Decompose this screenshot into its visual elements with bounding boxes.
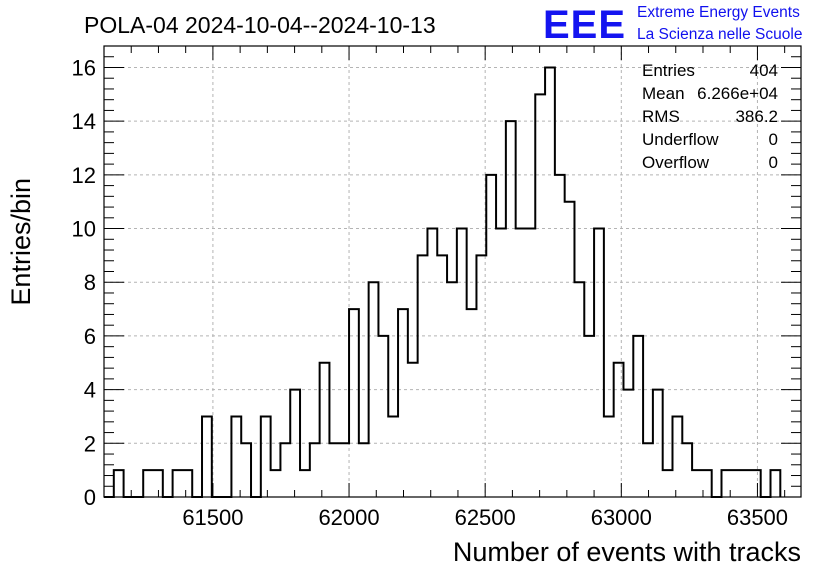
y-tick-label: 2 xyxy=(84,431,96,456)
x-axis-title: Number of events with tracks xyxy=(453,537,801,567)
stats-rms-label: RMS xyxy=(642,107,680,126)
y-tick-label: 12 xyxy=(72,163,96,188)
y-tick-label: 10 xyxy=(72,217,96,242)
stats-entries-label: Entries xyxy=(642,61,695,80)
logo-mark: EEE xyxy=(543,3,626,47)
histogram-line xyxy=(104,66,782,498)
stats-rms-value: 386.2 xyxy=(735,107,778,126)
stats-overflow-label: Overflow xyxy=(642,153,710,172)
stats-entries-value: 404 xyxy=(750,61,778,80)
stats-box: Entries 404 Mean 6.266e+04 RMS 386.2 Und… xyxy=(642,61,778,172)
stats-mean-value: 6.266e+04 xyxy=(697,84,778,103)
x-tick-label: 63000 xyxy=(591,505,652,530)
y-tick-label: 14 xyxy=(72,109,96,134)
logo-line-1: Extreme Energy Events xyxy=(637,4,800,21)
y-tick-label: 16 xyxy=(72,55,96,80)
x-tick-label: 63500 xyxy=(727,505,788,530)
eee-logo: EEE Extreme Energy Events La Scienza nel… xyxy=(543,3,802,47)
y-tick-label: 8 xyxy=(84,270,96,295)
y-tick-label: 0 xyxy=(84,485,96,510)
grid-lines xyxy=(104,46,801,497)
plot-frame xyxy=(103,45,802,498)
x-tick-label: 62500 xyxy=(455,505,516,530)
stats-overflow-value: 0 xyxy=(769,153,778,172)
stats-underflow-label: Underflow xyxy=(642,130,719,149)
stats-underflow-value: 0 xyxy=(769,130,778,149)
x-tick-label: 61500 xyxy=(182,505,243,530)
plot-title: POLA-04 2024-10-04--2024-10-13 xyxy=(84,12,436,38)
stats-mean-label: Mean xyxy=(642,84,685,103)
y-tick-label: 6 xyxy=(84,324,96,349)
y-tick-label: 4 xyxy=(84,378,96,403)
logo-line-2: La Scienza nelle Scuole xyxy=(637,26,802,43)
y-axis-title: Entries/bin xyxy=(6,178,36,306)
axis-ticks: 61500 62000 62500 63000 63500 0 2 4 6 8 10 12 14 16 xyxy=(72,45,801,530)
x-tick-label: 62000 xyxy=(318,505,379,530)
